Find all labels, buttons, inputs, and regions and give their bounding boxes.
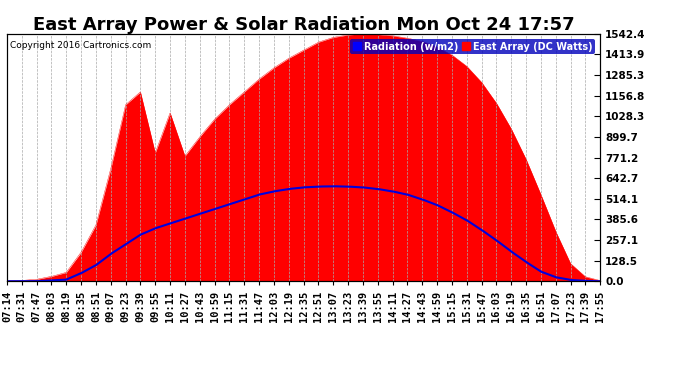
Title: East Array Power & Solar Radiation Mon Oct 24 17:57: East Array Power & Solar Radiation Mon O…	[33, 16, 574, 34]
Legend: Radiation (w/m2), East Array (DC Watts): Radiation (w/m2), East Array (DC Watts)	[351, 39, 595, 54]
Text: Copyright 2016 Cartronics.com: Copyright 2016 Cartronics.com	[10, 41, 151, 50]
